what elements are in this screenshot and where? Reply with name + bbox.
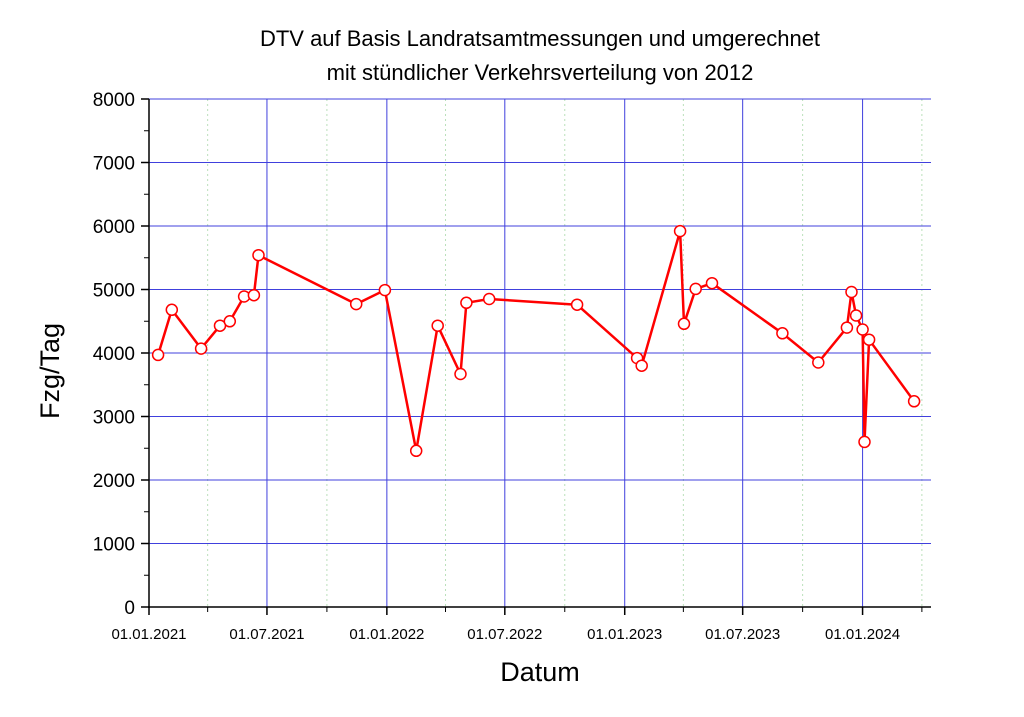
data-point (247, 288, 261, 302)
data-point (431, 319, 444, 332)
data-point (856, 323, 869, 336)
data-point (849, 309, 863, 322)
chart-subtitle: mit stündlicher Verkehrsverteilung von 2… (327, 60, 754, 85)
data-point (223, 315, 237, 328)
y-tick-label: 8000 (93, 90, 135, 111)
series-line (151, 224, 921, 458)
y-tick-label: 3000 (93, 408, 135, 429)
data-point (858, 435, 871, 449)
data-point (705, 276, 719, 290)
data-point (673, 224, 687, 238)
chart-title: DTV auf Basis Landratsamtmessungen und u… (260, 26, 820, 51)
data-point (570, 298, 584, 311)
data-point (165, 303, 179, 317)
data-point (689, 282, 702, 296)
data-point (349, 297, 363, 311)
data-point (482, 292, 496, 306)
data-point (194, 342, 208, 355)
series-line-path (156, 229, 916, 453)
y-tick-label: 6000 (93, 217, 135, 238)
y-tick-label: 0 (124, 598, 135, 619)
x-tick-label: 01.07.2023 (705, 626, 780, 643)
y-tick-label: 1000 (93, 535, 135, 556)
data-point (454, 367, 467, 381)
data-point (635, 359, 648, 372)
x-tick-label: 01.01.2024 (825, 626, 900, 643)
data-point (840, 321, 854, 334)
data-point (845, 285, 858, 299)
data-point (409, 444, 423, 458)
data-point (252, 248, 265, 262)
data-point (378, 283, 392, 297)
x-tick-label: 01.01.2023 (587, 626, 662, 643)
x-tick-label: 01.07.2021 (229, 626, 304, 643)
data-point (677, 317, 691, 331)
axes: 01.01.2021 01.07.2021 01.01.2022 01.07.2022… (93, 90, 931, 643)
x-axis-label: Datum (500, 657, 580, 687)
data-point (151, 348, 165, 362)
x-tick-label: 01.01.2022 (349, 626, 424, 643)
y-axis-label: Fzg/Tag (35, 323, 65, 419)
data-point (812, 356, 825, 369)
y-tick-label: 4000 (93, 344, 135, 365)
y-tick-label: 7000 (93, 154, 135, 175)
data-point (460, 296, 473, 310)
data-point (862, 333, 876, 346)
grid (148, 98, 931, 607)
y-tick-label: 2000 (93, 471, 135, 492)
data-point (907, 395, 921, 408)
data-point (776, 327, 789, 340)
x-tick-label: 01.01.2021 (111, 626, 186, 643)
y-tick-label: 5000 (93, 281, 135, 302)
x-tick-label: 01.07.2022 (467, 626, 542, 643)
